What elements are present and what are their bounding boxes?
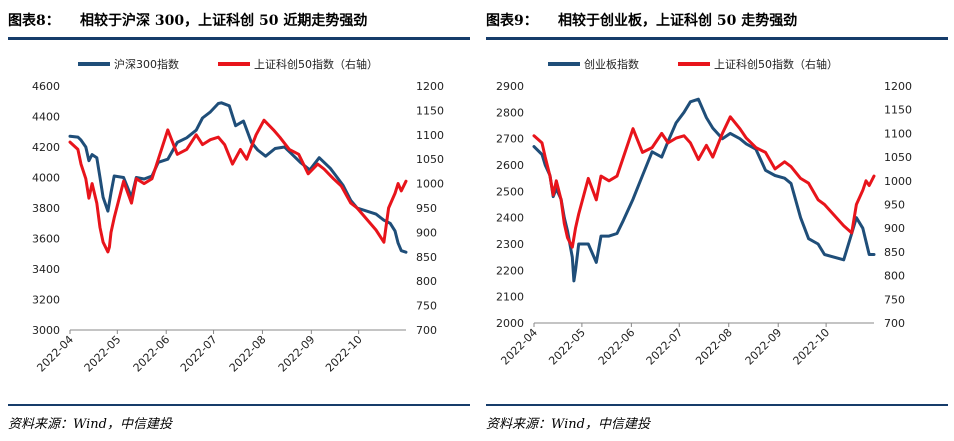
y-left-tick-label: 3600 bbox=[32, 233, 60, 246]
line-chart: 3000 3200 3400 3600 3800 4000 4200 4400 4600 700 7… bbox=[32, 57, 444, 375]
y-right-tick-label: 1000 bbox=[884, 175, 912, 188]
chart-title: 图表9： 相较于创业板，上证科创 50 走势强劲 bbox=[486, 10, 797, 30]
legend-label: 创业板指数 bbox=[584, 57, 639, 71]
series-line bbox=[68, 118, 408, 254]
figure-title: 相较于沪深 300，上证科创 50 近期走势强劲 bbox=[80, 13, 368, 29]
figure-label: 图表8： bbox=[8, 13, 60, 29]
y-left-tick-label: 2500 bbox=[496, 185, 524, 198]
y-left-tick-label: 3800 bbox=[32, 202, 60, 215]
y-left-tick-label: 2900 bbox=[496, 80, 524, 93]
title-rule bbox=[8, 37, 470, 40]
y-right-tick-label: 700 bbox=[416, 324, 437, 337]
y-right-tick-label: 750 bbox=[416, 300, 437, 313]
x-tick-label: 2022-08 bbox=[693, 326, 735, 368]
y-right-tick-label: 850 bbox=[416, 251, 437, 264]
y-right-tick-label: 1150 bbox=[416, 104, 444, 117]
y-right-tick-label: 1150 bbox=[884, 104, 912, 117]
x-tick-label: 2022-10 bbox=[791, 326, 833, 368]
source-note: 资料来源：Wind，中信建投 bbox=[8, 417, 172, 432]
y-left-tick-label: 3000 bbox=[32, 324, 60, 337]
title-rule bbox=[486, 37, 948, 40]
source-rule bbox=[486, 404, 948, 406]
x-tick-label: 2022-04 bbox=[498, 326, 540, 368]
x-tick-label: 2022-04 bbox=[34, 333, 76, 375]
y-left-tick-label: 2000 bbox=[496, 317, 524, 330]
legend-label: 上证科创50指数（右轴） bbox=[714, 57, 838, 71]
chart-title: 图表8： 相较于沪深 300，上证科创 50 近期走势强劲 bbox=[8, 10, 367, 30]
y-right-tick-label: 700 bbox=[884, 317, 905, 330]
y-left-tick-label: 2300 bbox=[496, 238, 524, 251]
x-tick-label: 2022-05 bbox=[82, 333, 124, 375]
y-right-tick-label: 1200 bbox=[884, 80, 912, 93]
x-tick-label: 2022-09 bbox=[276, 333, 318, 375]
source-rule bbox=[8, 404, 470, 406]
y-left-tick-label: 4200 bbox=[32, 141, 60, 154]
series-line bbox=[68, 101, 408, 254]
y-left-tick-label: 3200 bbox=[32, 294, 60, 307]
series-line bbox=[532, 115, 876, 249]
y-left-tick-label: 2400 bbox=[496, 212, 524, 225]
y-right-tick-label: 1050 bbox=[884, 151, 912, 164]
x-tick-label: 2022-05 bbox=[546, 326, 588, 368]
x-tick-label: 2022-07 bbox=[644, 326, 686, 368]
y-right-tick-label: 1050 bbox=[416, 153, 444, 166]
x-tick-label: 2022-07 bbox=[178, 333, 220, 375]
y-right-tick-label: 900 bbox=[884, 222, 905, 235]
y-left-tick-label: 2100 bbox=[496, 291, 524, 304]
y-left-tick-label: 2700 bbox=[496, 133, 524, 146]
x-tick-label: 2022-06 bbox=[131, 333, 173, 375]
y-right-tick-label: 1200 bbox=[416, 80, 444, 93]
y-right-tick-label: 800 bbox=[884, 270, 905, 283]
x-tick-label: 2022-10 bbox=[323, 333, 365, 375]
source-note: 资料来源：Wind，中信建投 bbox=[486, 417, 650, 432]
figure-title: 相较于创业板，上证科创 50 走势强劲 bbox=[558, 13, 798, 29]
y-left-tick-label: 4600 bbox=[32, 80, 60, 93]
legend-label: 上证科创50指数（右轴） bbox=[254, 57, 378, 71]
y-right-tick-label: 750 bbox=[884, 293, 905, 306]
chart-panel-left: 图表8： 相较于沪深 300，上证科创 50 近期走势强劲 3000 3200 340… bbox=[8, 0, 470, 441]
y-right-tick-label: 1100 bbox=[884, 127, 912, 140]
y-right-tick-label: 900 bbox=[416, 226, 437, 239]
y-right-tick-label: 950 bbox=[884, 199, 905, 212]
y-left-tick-label: 2800 bbox=[496, 106, 524, 119]
y-right-tick-label: 850 bbox=[884, 246, 905, 259]
x-tick-label: 2022-09 bbox=[743, 326, 785, 368]
y-left-tick-label: 2600 bbox=[496, 159, 524, 172]
y-right-tick-label: 800 bbox=[416, 275, 437, 288]
y-left-tick-label: 4000 bbox=[32, 172, 60, 185]
x-tick-label: 2022-08 bbox=[227, 333, 269, 375]
y-right-tick-label: 1100 bbox=[416, 129, 444, 142]
x-tick-label: 2022-06 bbox=[596, 326, 638, 368]
line-chart: 2000 2100 2200 2300 2400 2500 2600 2700 2800 2900… bbox=[496, 57, 912, 368]
figure-label: 图表9： bbox=[486, 13, 538, 29]
legend-label: 沪深300指数 bbox=[114, 57, 179, 71]
y-right-tick-label: 950 bbox=[416, 202, 437, 215]
y-left-tick-label: 4400 bbox=[32, 111, 60, 124]
y-left-tick-label: 3400 bbox=[32, 263, 60, 276]
chart-panel-right: 图表9： 相较于创业板，上证科创 50 走势强劲 2000 2100 2200 2300… bbox=[486, 0, 948, 441]
y-right-tick-label: 1000 bbox=[416, 178, 444, 191]
y-left-tick-label: 2200 bbox=[496, 264, 524, 277]
